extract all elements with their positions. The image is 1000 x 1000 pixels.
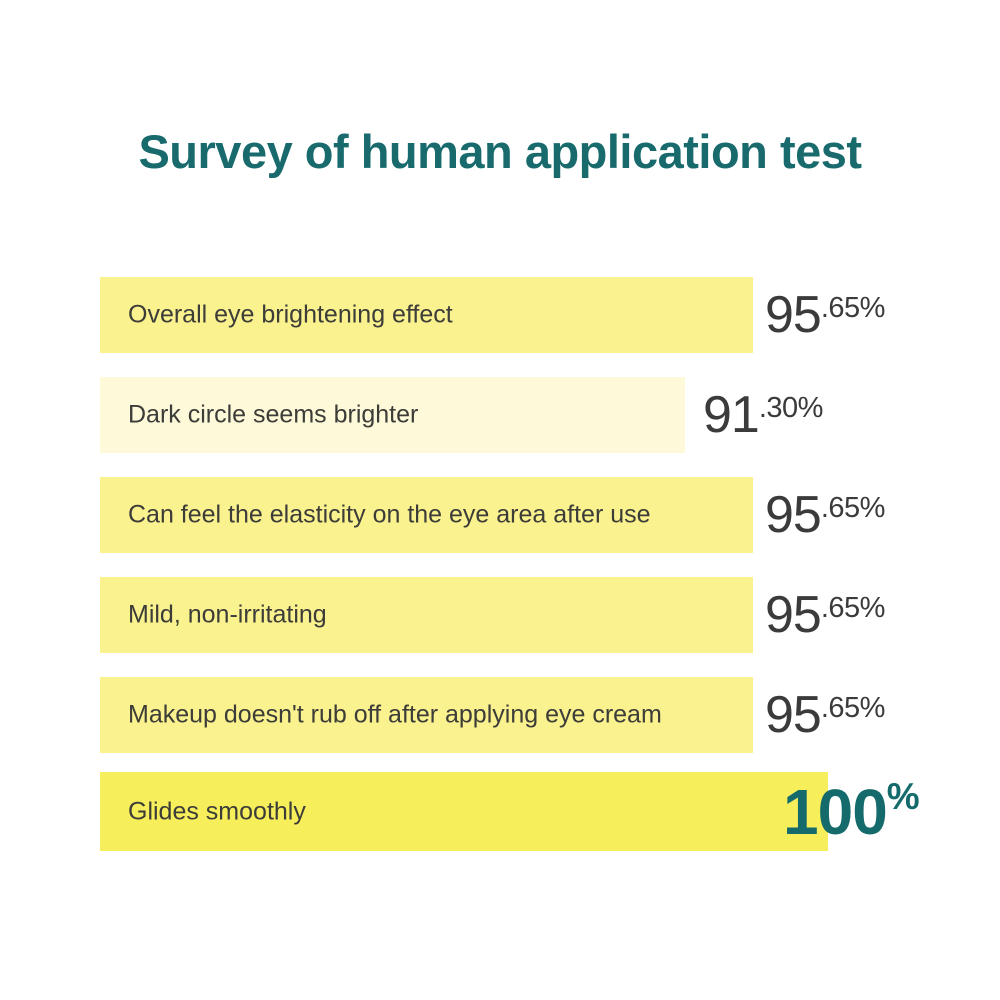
- chart-row: Makeup doesn't rub off after applying ey…: [100, 677, 885, 753]
- bar-value-fraction: .65%: [820, 292, 886, 324]
- bar-label: Glides smoothly: [128, 797, 306, 825]
- bar-value: 95.65%: [765, 285, 885, 345]
- bar-value-fraction: .30%: [758, 392, 824, 424]
- chart-row: Can feel the elasticity on the eye area …: [100, 477, 885, 553]
- chart-row: Mild, non-irritating 95.65%: [100, 577, 885, 653]
- page-title: Survey of human application test: [138, 125, 862, 178]
- bar: [100, 377, 685, 453]
- bar-value-main: 95: [765, 586, 822, 644]
- bar-value: 95.65%: [765, 485, 885, 545]
- bar-value-fraction: %: [886, 775, 920, 817]
- bar-value: 95.65%: [765, 685, 885, 745]
- bar-value: 95.65%: [765, 585, 885, 645]
- bar-value-fraction: .65%: [820, 692, 886, 724]
- bar-value-main: 95: [765, 686, 822, 744]
- chart-row: Glides smoothly 100%: [100, 772, 920, 851]
- bar-label: Can feel the elasticity on the eye area …: [128, 500, 651, 529]
- bar-value-main: 91: [703, 386, 760, 444]
- bar-value-fraction: .65%: [820, 492, 886, 524]
- bar-value: 100%: [783, 775, 920, 849]
- bar-label: Makeup doesn't rub off after applying ey…: [128, 700, 662, 729]
- bar-value-fraction: .65%: [820, 592, 886, 624]
- bar-label: Overall eye brightening effect: [128, 300, 453, 329]
- chart-row: Overall eye brightening effect 95.65%: [100, 277, 885, 353]
- bar: [100, 772, 828, 851]
- bar: [100, 277, 753, 353]
- bar-label: Mild, non-irritating: [128, 600, 327, 629]
- bar: [100, 577, 753, 653]
- chart-row: Dark circle seems brighter 91.30%: [100, 377, 823, 453]
- bar-value-main: 100: [783, 775, 888, 848]
- bar-value: 91.30%: [703, 385, 823, 445]
- bar: [100, 677, 753, 753]
- bar-label: Dark circle seems brighter: [128, 400, 419, 429]
- bar-value-main: 95: [765, 486, 822, 544]
- bar: [100, 477, 753, 553]
- bar-value-main: 95: [765, 286, 822, 344]
